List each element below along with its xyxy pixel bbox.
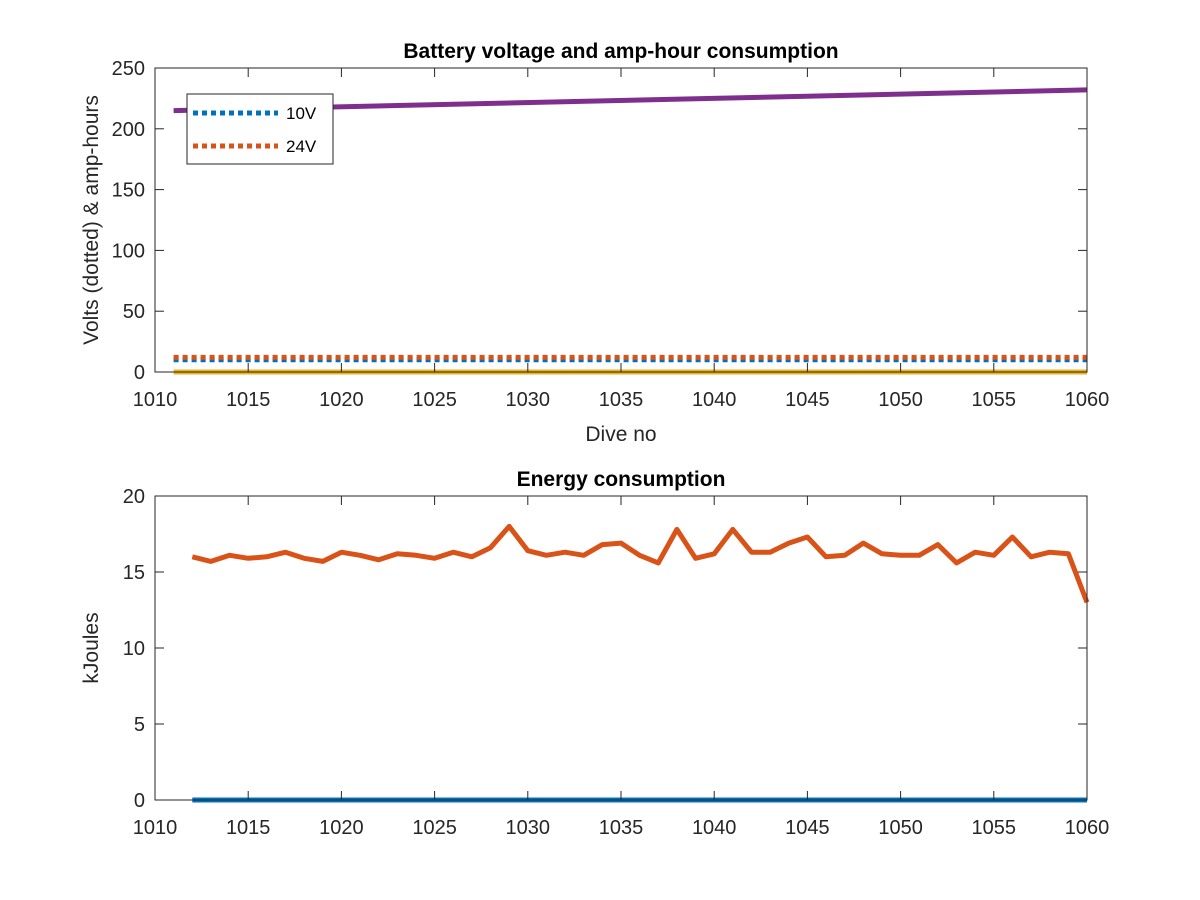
y-tick-label: 0 — [134, 790, 145, 812]
legend-box — [186, 93, 334, 165]
series-group — [191, 523, 1090, 803]
y-tick-label: 0 — [134, 362, 145, 384]
y-tick-label: 100 — [112, 240, 145, 262]
x-tick-label: 1050 — [878, 389, 923, 411]
y-tick-label: 50 — [123, 301, 145, 323]
y-tick-label: 250 — [112, 58, 145, 80]
x-tick-label: 1025 — [412, 389, 457, 411]
x-tick-label: 1015 — [226, 389, 271, 411]
x-tick-label: 1010 — [133, 389, 178, 411]
x-tick-label: 1035 — [599, 817, 644, 839]
x-tick-label: 1040 — [692, 389, 737, 411]
x-tick-label: 1045 — [785, 817, 830, 839]
legend: 10V 24V — [186, 93, 334, 165]
chart-title: Energy consumption — [517, 468, 726, 491]
y-tick-label: 10 — [123, 638, 145, 660]
legend-label-10v: 10V — [286, 104, 317, 123]
x-tick-label: 1020 — [319, 389, 364, 411]
x-tick-label: 1055 — [972, 389, 1017, 411]
x-tick-label: 1030 — [506, 389, 551, 411]
x-tick-label: 1030 — [506, 817, 551, 839]
y-axis-label: Volts (dotted) & amp-hours — [80, 95, 103, 345]
series-line-1-1 — [191, 523, 1090, 604]
y-tick-label: 200 — [112, 119, 145, 141]
x-axis-label: Dive no — [585, 423, 656, 446]
y-tick-label: 150 — [112, 180, 145, 202]
x-tick-label: 1020 — [319, 817, 364, 839]
y-tick-label: 20 — [123, 486, 145, 508]
x-tick-label: 1060 — [1065, 389, 1110, 411]
battery-voltage-axes: 1010 1015 1020 1025 1030 1035 1040 1045 1050 1055… — [80, 40, 1109, 446]
x-tick-label: 1050 — [878, 817, 923, 839]
y-tick-label: 15 — [123, 562, 145, 584]
x-tick-label: 1010 — [133, 817, 178, 839]
x-tick-label: 1045 — [785, 389, 830, 411]
x-tick-label: 1060 — [1065, 817, 1110, 839]
y-axis-label: kJoules — [80, 612, 103, 683]
y-tick-label: 5 — [134, 714, 145, 736]
x-tick-label: 1015 — [226, 817, 271, 839]
chart-title: Battery voltage and amp-hour consumption — [403, 40, 838, 63]
x-tick-label: 1035 — [599, 389, 644, 411]
x-tick-label: 1040 — [692, 817, 737, 839]
x-tick-label: 1025 — [412, 817, 457, 839]
x-tick-label: 1055 — [972, 817, 1017, 839]
legend-label-24v: 24V — [286, 137, 317, 156]
energy-consumption-axes: 1010 1015 1020 1025 1030 1035 1040 1045 1050 1055… — [80, 468, 1109, 839]
